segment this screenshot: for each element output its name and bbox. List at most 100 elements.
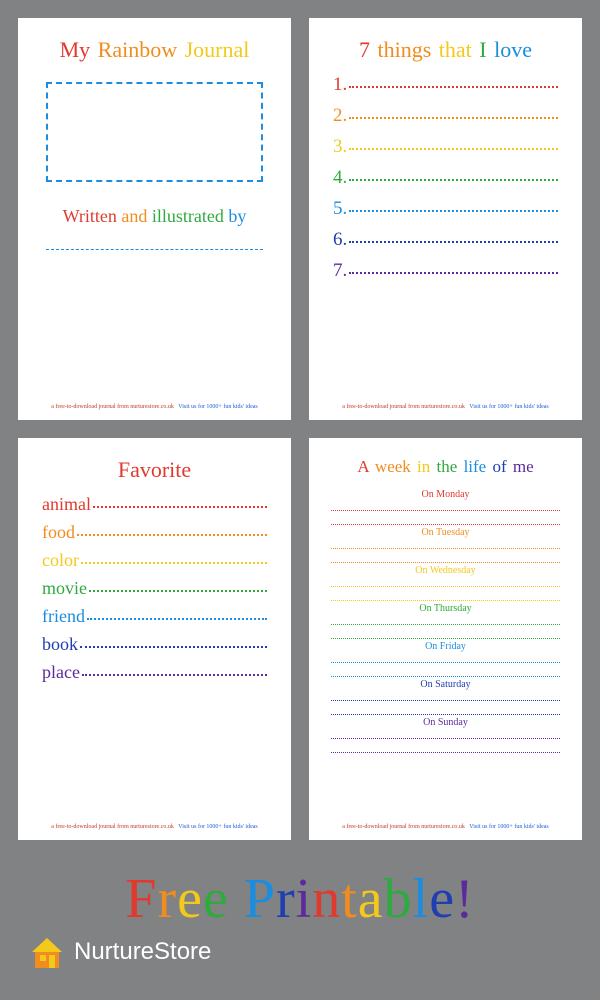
- list-number: 6.: [333, 229, 349, 251]
- rainbow-word: 7: [359, 37, 370, 62]
- rainbow-word: A: [357, 457, 368, 476]
- favorite-label: place: [42, 662, 80, 683]
- banner-letter: i: [296, 868, 313, 930]
- favorite-label: friend: [42, 606, 85, 627]
- dotted-line: [77, 534, 267, 536]
- banner-letter: r: [276, 868, 296, 930]
- dotted-line: [349, 241, 558, 243]
- dotted-line: [81, 562, 267, 564]
- list-item: 2.: [333, 105, 558, 127]
- week-day-block: On Monday: [331, 489, 560, 525]
- week-day-block: On Wednesday: [331, 565, 560, 601]
- dotted-line: [349, 117, 558, 119]
- rainbow-word: life: [464, 457, 487, 476]
- rainbow-word: by: [228, 206, 246, 226]
- rainbow-word: I: [479, 37, 486, 62]
- week-day-block: On Tuesday: [331, 527, 560, 563]
- rainbow-word: in: [417, 457, 430, 476]
- list-number: 1.: [333, 74, 349, 96]
- favorite-label: movie: [42, 578, 87, 599]
- banner-letter: e: [203, 868, 229, 930]
- favorite-item: movie: [42, 578, 267, 599]
- rainbow-word: week: [375, 457, 411, 476]
- dotted-line: [349, 86, 558, 88]
- favorite-title: Favorite: [36, 458, 273, 482]
- week-day-block: On Saturday: [331, 679, 560, 715]
- rainbow-word: of: [492, 457, 506, 476]
- house-icon: [30, 935, 64, 969]
- page-week: A week in the life of me On Monday On Tue…: [309, 438, 582, 840]
- rainbow-word: Rainbow: [98, 37, 177, 62]
- week-day-label: On Thursday: [331, 603, 560, 614]
- banner-letter: t: [341, 868, 358, 930]
- favorite-item: friend: [42, 606, 267, 627]
- week-day-lines: [331, 539, 560, 563]
- banner: Free Printable! NurtureStore: [0, 840, 600, 1000]
- favorite-title-text: Favorite: [118, 457, 191, 482]
- cover-title: My Rainbow Journal: [36, 38, 273, 62]
- week-day-lines: [331, 653, 560, 677]
- week-day-lines: [331, 577, 560, 601]
- brand-name: NurtureStore: [74, 938, 211, 966]
- favorite-item: book: [42, 634, 267, 655]
- page-footer: a free-to-download journal from nurtures…: [36, 816, 273, 830]
- week-day-lines: [331, 729, 560, 753]
- dotted-line: [80, 646, 267, 648]
- rainbow-word: the: [437, 457, 458, 476]
- banner-title: Free Printable!: [125, 871, 474, 927]
- list-item: 5.: [333, 198, 558, 220]
- banner-letter: l: [413, 868, 430, 930]
- dotted-line: [89, 590, 267, 592]
- banner-letter: b: [384, 868, 413, 930]
- week-title: A week in the life of me: [327, 458, 564, 477]
- list-item: 1.: [333, 74, 558, 96]
- week-day-lines: [331, 501, 560, 525]
- favorite-item: food: [42, 522, 267, 543]
- week-day-label: On Tuesday: [331, 527, 560, 538]
- banner-letter: n: [312, 868, 341, 930]
- week-list: On Monday On Tuesday On Wednesday On Thursd…: [327, 489, 564, 753]
- week-day-label: On Friday: [331, 641, 560, 652]
- banner-letter: F: [125, 868, 157, 930]
- author-name-line: [46, 249, 263, 250]
- week-day-label: On Monday: [331, 489, 560, 500]
- banner-letter: !: [455, 868, 475, 930]
- dotted-line: [82, 674, 267, 676]
- dotted-line: [349, 148, 558, 150]
- rainbow-word: me: [513, 457, 534, 476]
- favorite-label: animal: [42, 494, 91, 515]
- rainbow-word: My: [60, 37, 91, 62]
- favorite-label: color: [42, 550, 79, 571]
- favorite-item: place: [42, 662, 267, 683]
- dotted-line: [87, 618, 267, 620]
- banner-letter: e: [177, 868, 203, 930]
- list-number: 3.: [333, 136, 349, 158]
- cover-subtitle: Written and illustrated by: [36, 206, 273, 227]
- pages-grid: My Rainbow Journal Written and illustrat…: [0, 0, 600, 840]
- list-item: 6.: [333, 229, 558, 251]
- banner-letter: P: [244, 868, 276, 930]
- rainbow-word: love: [494, 37, 532, 62]
- seven-things-title: 7 things that I love: [327, 38, 564, 62]
- rainbow-word: illustrated: [152, 206, 224, 226]
- brand: NurtureStore: [30, 935, 211, 969]
- dotted-line: [93, 506, 267, 508]
- list-item: 3.: [333, 136, 558, 158]
- banner-letter: a: [358, 868, 384, 930]
- list-number: 4.: [333, 167, 349, 189]
- favorite-label: book: [42, 634, 78, 655]
- week-day-label: On Saturday: [331, 679, 560, 690]
- page-favorite: Favorite animal food color movie friend book p…: [18, 438, 291, 840]
- week-day-block: On Sunday: [331, 717, 560, 753]
- list-item: 4.: [333, 167, 558, 189]
- week-day-lines: [331, 615, 560, 639]
- page-seven-things: 7 things that I love 1.2.3.4.5.6.7. a fr…: [309, 18, 582, 420]
- favorite-item: animal: [42, 494, 267, 515]
- page-footer: a free-to-download journal from nurtures…: [327, 816, 564, 830]
- dotted-line: [349, 272, 558, 274]
- rainbow-word: Journal: [185, 37, 250, 62]
- dotted-line: [349, 210, 558, 212]
- list-item: 7.: [333, 260, 558, 282]
- week-day-lines: [331, 691, 560, 715]
- rainbow-word: and: [121, 206, 147, 226]
